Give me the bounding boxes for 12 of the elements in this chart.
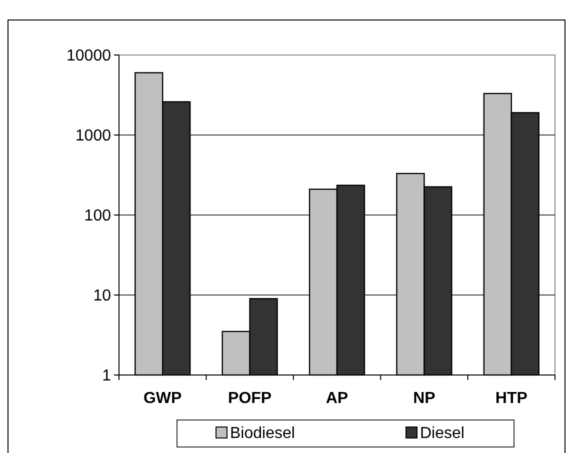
y-tick-label: 10000 (66, 48, 112, 65)
x-tick-label: GWP (143, 390, 182, 407)
x-tick-label: AP (326, 390, 348, 407)
legend-label: Diesel (420, 425, 464, 442)
y-tick-label: 1 (102, 368, 112, 385)
y-tick-label: 100 (84, 208, 112, 225)
x-tick-label: POFP (228, 390, 272, 407)
x-tick-label: NP (413, 390, 436, 407)
legend-label: Biodiesel (230, 425, 295, 442)
x-tick-label: HTP (495, 390, 528, 407)
y-tick-label: 10 (93, 288, 112, 305)
y-tick-label: 1000 (75, 128, 112, 145)
